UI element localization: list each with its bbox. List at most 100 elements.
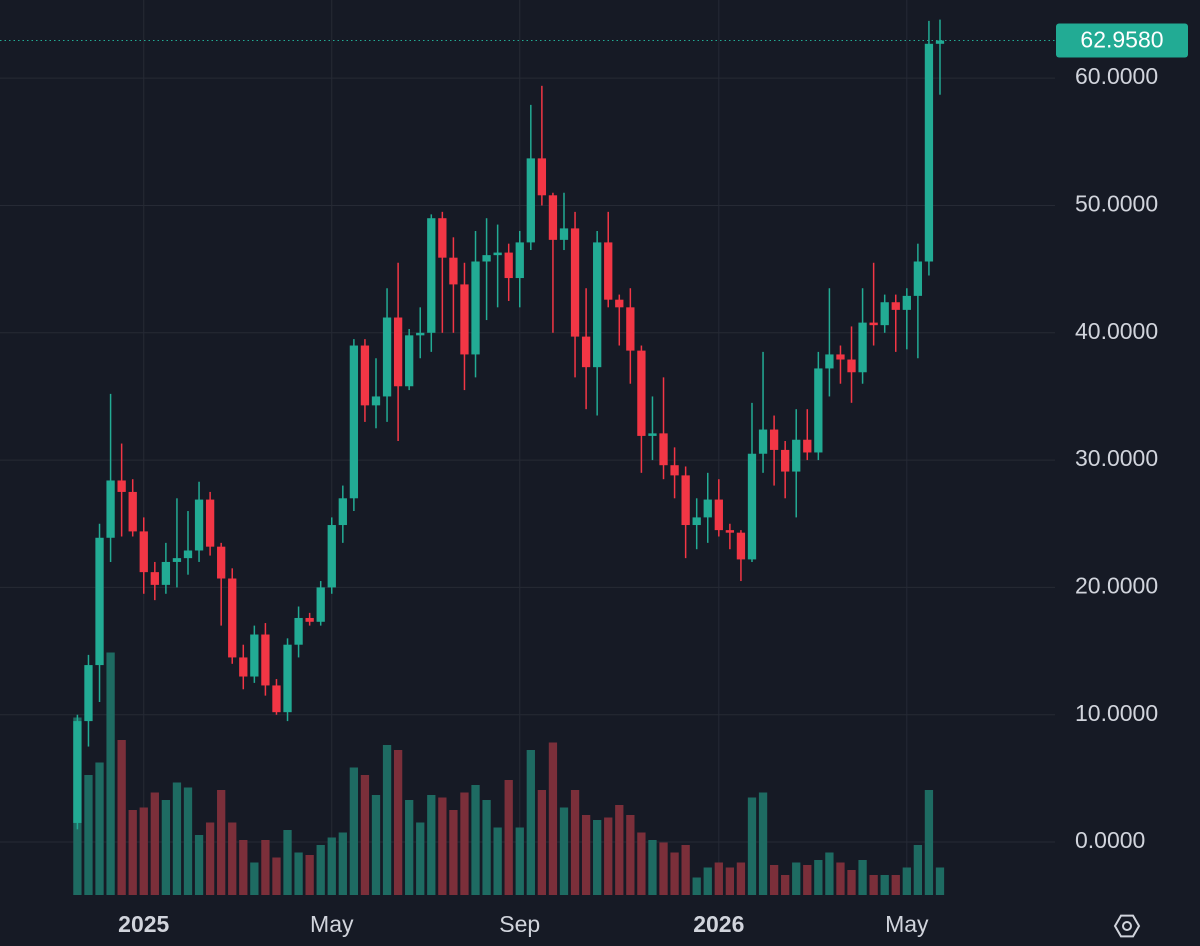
- candle-body: [460, 284, 469, 355]
- candle-body: [250, 634, 259, 677]
- y-tick-label: 20.0000: [1075, 572, 1158, 598]
- candle-body: [869, 322, 878, 326]
- candle-body: [891, 302, 900, 310]
- volume-bar: [217, 790, 226, 895]
- volume-bar: [438, 797, 447, 895]
- volume-bar: [460, 792, 469, 895]
- volume-bar: [106, 652, 115, 895]
- volume-bar: [117, 740, 126, 895]
- volume-bar: [427, 795, 436, 895]
- last-price-label: 62.9580: [1080, 27, 1163, 53]
- candle-body: [924, 43, 934, 262]
- volume-bar: [758, 792, 768, 895]
- grid: [0, 0, 1055, 895]
- axis-layer: 0.0000 10.0000 20.0000 30.0000 40.0000 50.000…: [0, 23, 1188, 937]
- candle-body: [913, 261, 923, 296]
- volume-bar: [670, 852, 679, 895]
- volume-bar: [604, 817, 613, 895]
- volume-bar: [703, 867, 712, 895]
- x-tick-label: May: [885, 911, 929, 937]
- candle-body: [371, 396, 381, 406]
- candle-body: [670, 465, 679, 476]
- volume-bar: [228, 822, 237, 895]
- candle-body: [349, 345, 359, 499]
- volume-bar: [482, 800, 491, 895]
- volume-bar: [239, 840, 248, 895]
- candle-body: [84, 665, 93, 722]
- candle-body: [504, 252, 513, 279]
- volume-bar: [139, 807, 148, 895]
- volume-bar: [305, 855, 314, 895]
- volume-bar: [869, 875, 878, 895]
- volume-bar: [681, 845, 690, 895]
- volume-bar: [161, 800, 171, 895]
- candle-body: [559, 228, 569, 240]
- volume-bar: [84, 775, 93, 895]
- volume-bar: [615, 805, 624, 895]
- candle-body: [880, 302, 889, 326]
- candle-body: [316, 587, 325, 622]
- volume-bar: [725, 867, 735, 895]
- candle-body: [150, 572, 159, 585]
- candle-body: [172, 558, 182, 562]
- candle-body: [814, 368, 823, 453]
- volume-bar: [272, 857, 281, 895]
- volume-bar: [626, 815, 635, 895]
- volume-bar: [526, 750, 535, 895]
- volume-bar: [792, 862, 801, 895]
- x-tick-label: 2025: [118, 911, 169, 937]
- volume-bar: [250, 862, 259, 895]
- volume-bar: [637, 832, 646, 895]
- candle-body: [360, 345, 370, 406]
- volume-bar: [659, 842, 668, 895]
- candle-body: [681, 475, 690, 526]
- volume-bar: [913, 845, 923, 895]
- candle-body: [305, 617, 314, 622]
- volume-bar: [493, 827, 502, 895]
- volume-bar: [95, 762, 104, 895]
- last-price-badge: [1056, 23, 1188, 58]
- volume-bar: [449, 810, 458, 895]
- volume-bar: [769, 865, 779, 895]
- candle-body: [228, 578, 237, 658]
- volume-bar: [880, 875, 889, 895]
- volume-bar: [825, 852, 834, 895]
- candle-body: [338, 498, 347, 526]
- candle-body: [935, 40, 945, 44]
- y-tick-label: 0.0000: [1075, 827, 1145, 853]
- volume-bar: [847, 870, 856, 895]
- candle-body: [416, 332, 425, 336]
- volume-bar: [935, 867, 945, 895]
- candle-body: [692, 517, 701, 526]
- volume-bar: [183, 787, 193, 895]
- volume-bar: [150, 792, 159, 895]
- candle-body: [294, 617, 303, 645]
- volume-bar: [128, 810, 137, 895]
- candle-body: [493, 252, 502, 256]
- candle-body: [902, 295, 911, 310]
- y-tick-label: 60.0000: [1075, 63, 1158, 89]
- candle-body: [482, 255, 491, 262]
- candle-body: [858, 322, 867, 373]
- volume-bar: [405, 800, 414, 895]
- candle-body: [758, 429, 768, 454]
- candle-body: [161, 561, 171, 585]
- settings-icon[interactable]: [1113, 914, 1141, 938]
- volume-bar: [593, 820, 602, 895]
- candle-body: [272, 685, 281, 713]
- candle-body: [792, 439, 801, 472]
- candle-body: [626, 307, 635, 351]
- volume-bar: [205, 822, 215, 895]
- candle-body: [205, 499, 215, 547]
- candle-body: [703, 499, 712, 518]
- candle-body: [604, 242, 613, 300]
- candle-body: [747, 453, 757, 560]
- volume-bar: [548, 742, 558, 895]
- volume-bar: [648, 840, 657, 895]
- candle-body: [637, 350, 646, 436]
- y-tick-label: 30.0000: [1075, 445, 1158, 471]
- settings-hexagon: [1113, 914, 1141, 938]
- candle-body: [570, 228, 580, 337]
